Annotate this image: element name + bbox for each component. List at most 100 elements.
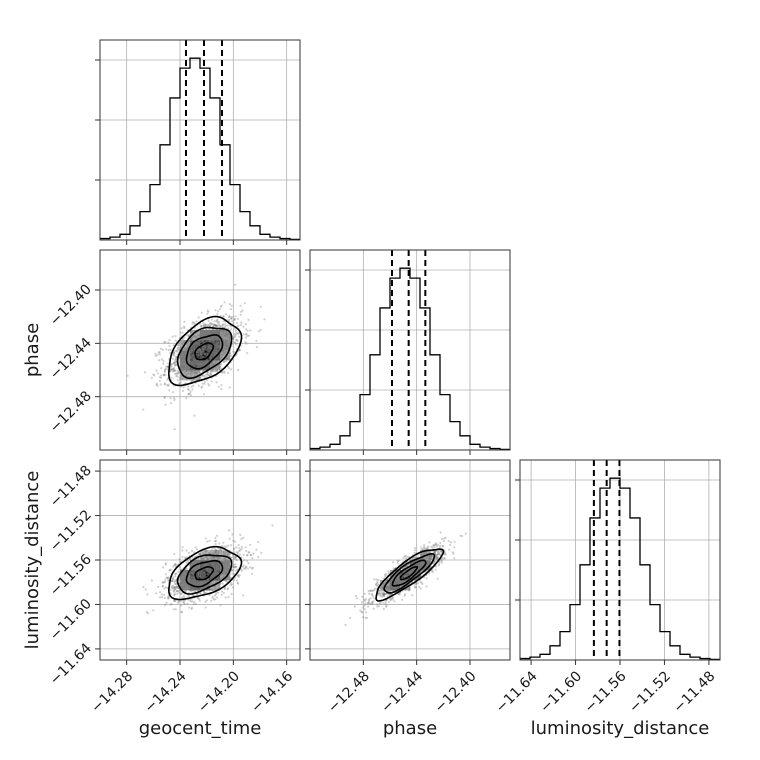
scatter-point bbox=[393, 588, 396, 591]
scatter-point bbox=[417, 563, 420, 566]
scatter-point bbox=[227, 587, 230, 590]
scatter-point bbox=[382, 583, 385, 586]
scatter-point bbox=[221, 572, 225, 575]
scatter-point bbox=[202, 559, 205, 563]
scatter-point bbox=[395, 581, 398, 584]
scatter-point bbox=[420, 561, 423, 564]
scatter-point bbox=[182, 325, 186, 328]
scatter-point bbox=[391, 577, 394, 581]
x-tick-label: −11.48 bbox=[671, 668, 719, 716]
scatter-point bbox=[194, 358, 197, 361]
scatter-point bbox=[201, 363, 205, 366]
scatter-point bbox=[195, 583, 198, 586]
scatter-point bbox=[189, 360, 192, 363]
scatter-point bbox=[214, 344, 217, 347]
scatter-point bbox=[204, 537, 207, 540]
scatter-point bbox=[192, 582, 195, 586]
scatter-point bbox=[376, 584, 379, 588]
scatter-point bbox=[215, 360, 218, 363]
scatter-point bbox=[192, 580, 196, 583]
scatter-point bbox=[389, 589, 392, 592]
scatter-point bbox=[176, 350, 179, 353]
scatter-point bbox=[204, 323, 207, 326]
scatter-point bbox=[395, 580, 398, 583]
scatter-point bbox=[192, 589, 195, 592]
scatter-point bbox=[212, 562, 215, 565]
scatter-point bbox=[388, 588, 391, 591]
scatter-point bbox=[359, 609, 362, 612]
scatter-point bbox=[205, 330, 208, 333]
density-cell bbox=[180, 580, 191, 591]
scatter-point bbox=[191, 589, 194, 592]
scatter-point bbox=[180, 358, 183, 361]
scatter-point bbox=[203, 575, 206, 578]
scatter-point bbox=[207, 347, 210, 350]
scatter-point bbox=[173, 553, 176, 556]
scatter-point bbox=[210, 354, 213, 357]
scatter-point bbox=[246, 554, 249, 557]
scatter-point bbox=[214, 539, 217, 543]
scatter-point bbox=[401, 581, 404, 584]
scatter-point bbox=[397, 577, 400, 580]
scatter-point bbox=[231, 568, 234, 572]
scatter-point bbox=[398, 580, 401, 584]
scatter-point bbox=[392, 586, 395, 589]
density-peak bbox=[199, 350, 209, 361]
scatter-point bbox=[223, 351, 226, 355]
scatter-point bbox=[215, 347, 218, 350]
scatter-point bbox=[222, 326, 225, 329]
scatter-point bbox=[195, 361, 199, 364]
scatter-point bbox=[238, 550, 241, 553]
scatter-point bbox=[218, 347, 221, 350]
scatter-point bbox=[191, 368, 194, 371]
scatter-point bbox=[225, 572, 228, 575]
scatter-point bbox=[199, 356, 202, 359]
scatter-point bbox=[181, 356, 184, 359]
scatter-point bbox=[178, 589, 181, 592]
scatter-point bbox=[188, 356, 191, 359]
scatter-point bbox=[208, 338, 212, 341]
scatter-point bbox=[392, 561, 395, 564]
scatter-point bbox=[215, 324, 218, 327]
scatter-point bbox=[386, 587, 389, 590]
scatter-point bbox=[232, 579, 235, 582]
scatter-point bbox=[220, 356, 223, 359]
axes-frame bbox=[99, 249, 301, 451]
scatter-point bbox=[203, 333, 206, 336]
scatter-point bbox=[233, 317, 236, 320]
scatter-point bbox=[189, 571, 192, 574]
scatter-point bbox=[428, 556, 431, 559]
scatter-point bbox=[198, 571, 201, 574]
scatter-point bbox=[208, 562, 211, 565]
scatter-point bbox=[248, 334, 251, 337]
scatter-point bbox=[182, 356, 185, 360]
scatter-point bbox=[211, 369, 214, 372]
scatter-point bbox=[183, 571, 186, 574]
scatter-point bbox=[212, 561, 216, 564]
scatter-point bbox=[215, 346, 218, 349]
scatter-point bbox=[166, 365, 169, 368]
scatter-point bbox=[197, 582, 201, 585]
scatter-point bbox=[242, 536, 245, 539]
scatter-point bbox=[233, 341, 236, 344]
scatter-point bbox=[224, 546, 227, 549]
scatter-point bbox=[218, 584, 221, 587]
scatter-point bbox=[369, 589, 372, 592]
scatter-point bbox=[201, 349, 204, 352]
scatter-point bbox=[172, 368, 175, 371]
scatter-point bbox=[393, 586, 396, 589]
scatter-point bbox=[239, 324, 242, 327]
scatter-point bbox=[249, 329, 252, 332]
scatter-point bbox=[198, 334, 201, 337]
scatter-point bbox=[192, 579, 195, 583]
scatter-point bbox=[200, 581, 203, 584]
scatter-point bbox=[208, 539, 211, 543]
scatter-point bbox=[235, 322, 238, 325]
scatter-point bbox=[199, 353, 202, 356]
scatter-point bbox=[214, 561, 217, 564]
scatter-point bbox=[387, 588, 391, 592]
scatter-point bbox=[187, 343, 190, 346]
scatter-point bbox=[198, 343, 201, 346]
scatter-point bbox=[388, 586, 391, 590]
scatter-point bbox=[212, 339, 215, 342]
